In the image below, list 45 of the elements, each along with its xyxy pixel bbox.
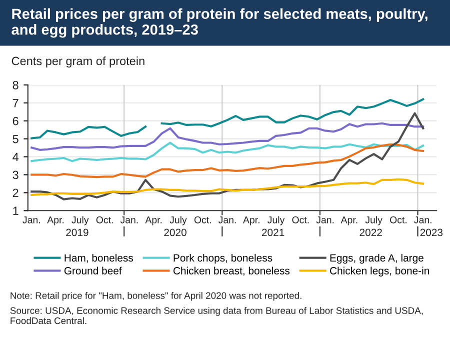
x-tick-label: Jan. (218, 216, 236, 224)
x-tick-label: July (72, 216, 89, 226)
y-tick-label: 1 (13, 206, 18, 215)
y-tick-label: 4 (12, 152, 19, 162)
chart-title: Retail prices per gram of protein for selected meats, poultry, and egg products, 2019–23 (12, 8, 428, 38)
line-series (30, 112, 424, 200)
x2-tick-label: 2020 (164, 228, 186, 236)
x-tick-label: Jan. (22, 216, 40, 224)
x-tick-label: Apr. (47, 216, 64, 226)
x-tick-label: July (268, 216, 285, 226)
text: Note: Retail price for "Ham, boneless" for April 2020 was not reported. (10, 292, 302, 301)
line-series (30, 178, 424, 196)
y-tick-label: 5 (12, 134, 18, 144)
x-tick-label: Jan. (414, 216, 432, 224)
x2-tick-label: 2021 (262, 228, 284, 236)
x2-tick-label: 2023 (420, 228, 443, 236)
y-tick-label: 3 (12, 170, 18, 180)
legend-label: Eggs, grade A, large (330, 254, 424, 264)
x-tick-label: July (170, 216, 187, 226)
x-tick-label: Oct. (96, 216, 113, 224)
legend-label: Ham, boneless (64, 254, 134, 263)
legend-label: Pork chops, boneless (174, 254, 272, 264)
x-tick-label: July (365, 216, 382, 226)
x-tick-label: Oct. (390, 216, 406, 224)
x-tick-label: Apr. (145, 216, 162, 226)
x-tick-label: Oct. (194, 216, 211, 224)
line-series (30, 122, 424, 151)
source-note: Source: USDA, Economic Research Service using data from Bureau of Labor Statistics and USDA, FoodData Central. (10, 307, 423, 324)
x2-tick-label: 2022 (360, 228, 382, 236)
y-tick-label: 6 (12, 116, 18, 126)
legend-label: Chicken breast, boneless (173, 266, 290, 276)
x-tick-label: Oct. (292, 216, 309, 224)
y-tick-label: 8 (12, 80, 18, 90)
y-axis-title: Cents per gram of protein (12, 56, 144, 68)
legend-label: Ground beef (64, 266, 122, 274)
x-tick-label: Jan. (316, 216, 334, 224)
y-tick-label: 7 (12, 99, 18, 108)
line-series (30, 142, 424, 162)
x2-tick-label: 2019 (66, 228, 88, 236)
line-series (30, 143, 424, 178)
x-tick-label: Apr. (340, 216, 358, 226)
x-tick-label: Jan. (120, 216, 138, 224)
y-tick-label: 2 (12, 188, 18, 197)
legend-label: Chicken legs, bone-in (330, 266, 429, 276)
x-tick-label: Apr. (243, 216, 260, 226)
